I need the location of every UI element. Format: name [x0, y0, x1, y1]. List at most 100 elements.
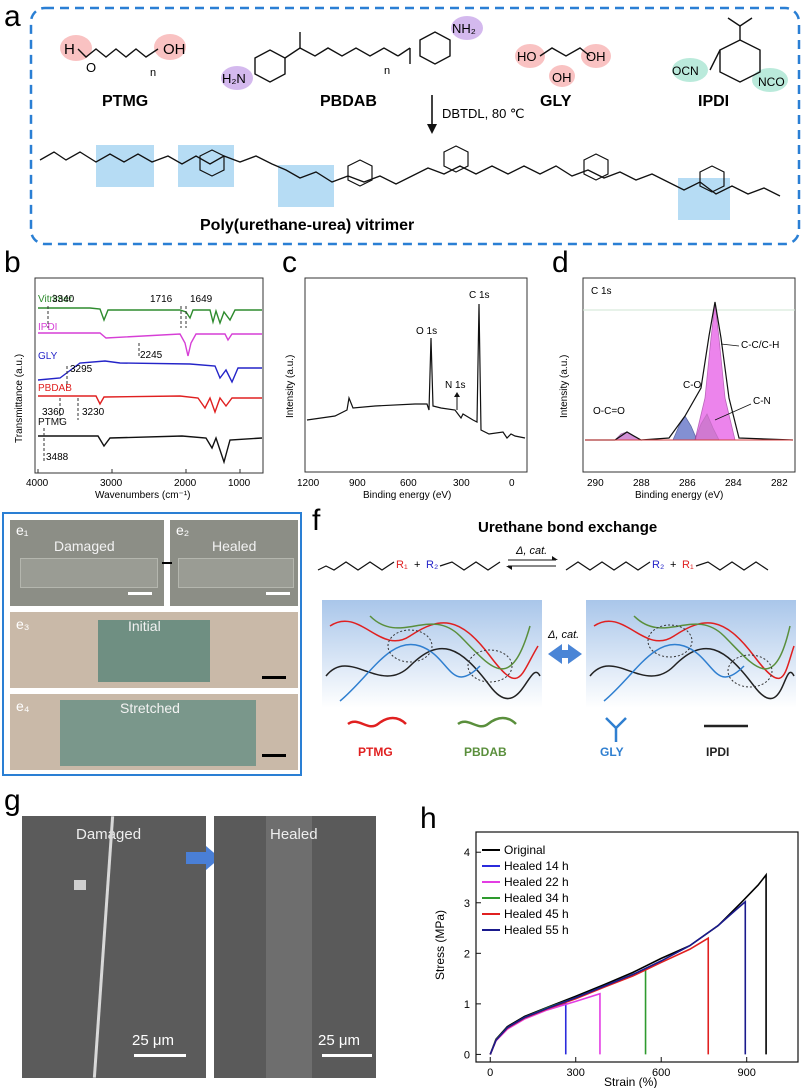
- legend-pbdab: PBDAB: [464, 745, 507, 759]
- monomer-ptmg-label: PTMG: [102, 93, 148, 110]
- panel-f-bond-exchange: Urethane bond exchange R₁ + R₂ Δ, cat. R…: [317, 519, 796, 759]
- svg-text:OH: OH: [586, 49, 606, 64]
- panel-label-a: a: [4, 0, 21, 33]
- svg-text:Δ, cat.: Δ, cat.: [547, 629, 579, 641]
- xps-c1s-plot: C 1s 290 288 286 284 282 Binding energy …: [559, 277, 796, 500]
- svg-text:n: n: [150, 67, 156, 79]
- y-tick-label: 2: [464, 948, 470, 960]
- svg-text:R₂: R₂: [652, 559, 664, 571]
- series-line-healed-34-h: [489, 968, 647, 1055]
- panel-label-b: b: [4, 246, 21, 279]
- svg-text:284: 284: [725, 478, 742, 489]
- component-oco: O-C=O: [593, 406, 625, 417]
- peak-n1s: N 1s: [445, 380, 466, 391]
- svg-text:R₁: R₁: [396, 559, 408, 571]
- photo-damaged: e₁ Damaged: [10, 520, 164, 606]
- photo-initial: e₃ Initial: [10, 612, 298, 688]
- series-line-original: [489, 872, 767, 1055]
- svg-text:Δ, cat.: Δ, cat.: [515, 545, 547, 557]
- series-label-ipdi: IPDI: [38, 322, 57, 333]
- panel-label-g: g: [4, 784, 21, 817]
- monomer-pbdab-label: PBDAB: [320, 93, 377, 110]
- svg-text:900: 900: [349, 478, 366, 489]
- y-tick-label: 1: [464, 999, 470, 1011]
- sem-damaged: Damaged 25 μm: [22, 816, 206, 1078]
- svg-text:1716: 1716: [150, 294, 173, 305]
- panel-label-c: c: [282, 246, 297, 279]
- legend-label: Healed 22 h: [504, 875, 569, 889]
- x-tick-label: 600: [652, 1067, 670, 1079]
- legend-gly: GLY: [600, 745, 624, 759]
- bond-exchange-title: Urethane bond exchange: [478, 519, 657, 536]
- svg-text:+: +: [414, 559, 420, 571]
- h-x-axis-label: Strain (%): [604, 1075, 657, 1088]
- monomer-ipdi-label: IPDI: [698, 93, 729, 110]
- svg-text:3000: 3000: [100, 478, 123, 489]
- xps-survey-plot: 1200 900 600 300 0 Binding energy (eV) I…: [285, 277, 528, 500]
- legend-ptmg: PTMG: [358, 745, 393, 759]
- svg-text:286: 286: [679, 478, 696, 489]
- svg-text:1200: 1200: [297, 478, 320, 489]
- legend-label: Original: [504, 843, 545, 857]
- svg-text:OH: OH: [163, 41, 186, 58]
- svg-text:300: 300: [453, 478, 470, 489]
- peak-c1s: C 1s: [469, 290, 490, 301]
- svg-text:OH: OH: [552, 70, 572, 85]
- svg-text:3295: 3295: [70, 364, 93, 375]
- svg-text:600: 600: [400, 478, 417, 489]
- svg-text:1649: 1649: [190, 294, 213, 305]
- svg-text:3360: 3360: [42, 407, 65, 418]
- svg-text:OCN: OCN: [672, 64, 699, 78]
- component-co: C-O: [683, 380, 702, 391]
- xps-survey-x-label: Binding energy (eV): [363, 490, 451, 500]
- x-tick-label: 300: [567, 1067, 585, 1079]
- svg-text:4000: 4000: [26, 478, 49, 489]
- photo-healed: e₂ Healed: [170, 520, 298, 606]
- sem-arrow: [186, 846, 220, 875]
- svg-text:290: 290: [587, 478, 604, 489]
- stress-strain-chart: Stress (MPa) Strain (%) 0 300 600 90001234 …: [433, 831, 799, 1088]
- svg-text:3340: 3340: [52, 294, 75, 305]
- svg-text:282: 282: [771, 478, 788, 489]
- panel-label-h: h: [420, 802, 437, 835]
- panel-a-reaction-scheme: H O OH n PTMG H₂N NH₂ n PBDAB HO OH OH G…: [29, 6, 801, 246]
- series-line-healed-55-h: [489, 900, 747, 1055]
- svg-text:R₂: R₂: [426, 559, 438, 571]
- svg-text:O: O: [86, 60, 96, 75]
- monomer-gly-label: GLY: [540, 93, 572, 110]
- product-label: Poly(urethane-urea) vitrimer: [200, 217, 414, 234]
- panel-label-f: f: [312, 504, 321, 537]
- svg-text:288: 288: [633, 478, 650, 489]
- series-label-vitrimer: Vitrimer: [38, 294, 73, 305]
- svg-text:3230: 3230: [82, 407, 105, 418]
- component-cc-ch: C-C/C-H: [741, 340, 779, 351]
- atom-h: H: [64, 41, 75, 58]
- xps-survey-y-label: Intensity (a.u.): [285, 355, 296, 418]
- svg-text:2245: 2245: [140, 350, 163, 361]
- svg-text:2000: 2000: [174, 478, 197, 489]
- legend-ipdi: IPDI: [706, 745, 729, 759]
- svg-text:NH₂: NH₂: [452, 21, 476, 36]
- svg-text:+: +: [670, 559, 676, 571]
- svg-text:HO: HO: [517, 49, 537, 64]
- series-line-healed-22-h: [489, 992, 601, 1055]
- y-tick-label: 4: [464, 847, 470, 859]
- series-label-gly: GLY: [38, 351, 58, 362]
- series-label-ptmg: PTMG: [38, 417, 67, 428]
- panel-label-d: d: [552, 246, 569, 279]
- sem-healed: Healed 25 μm: [214, 816, 376, 1078]
- legend-label: Healed 55 h: [504, 923, 569, 937]
- svg-text:3488: 3488: [46, 452, 69, 463]
- ftir-y-axis-label: Transmittance (a.u.): [14, 354, 25, 443]
- h-y-axis-label: Stress (MPa): [433, 910, 447, 980]
- svg-text:n: n: [384, 65, 390, 77]
- y-tick-label: 0: [464, 1049, 470, 1061]
- series-line-healed-14-h: [489, 1001, 567, 1055]
- svg-text:1000: 1000: [228, 478, 251, 489]
- svg-text:H₂N: H₂N: [222, 71, 246, 86]
- photo-stretched: e₄ Stretched: [10, 694, 298, 770]
- ftir-spectra-plot: 4000 3000 2000 1000 Wavenumbers (cm⁻¹) T…: [14, 277, 264, 500]
- series-label-pbdab: PBDAB: [38, 383, 72, 394]
- x-tick-label: 0: [487, 1067, 493, 1079]
- svg-text:R₁: R₁: [682, 559, 694, 571]
